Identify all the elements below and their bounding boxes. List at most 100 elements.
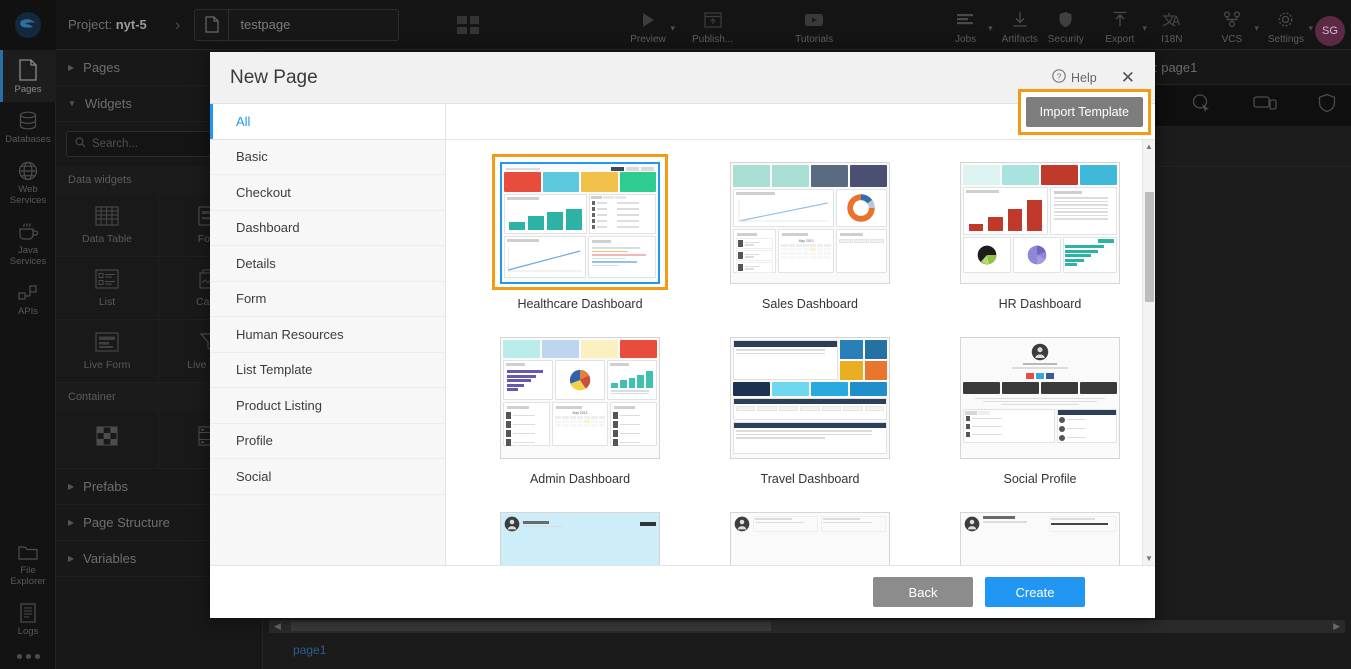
rail-item-databases[interactable]: Databases bbox=[0, 102, 56, 152]
help-button[interactable]: ? Help bbox=[1052, 69, 1097, 86]
rail-item-pages[interactable]: Pages bbox=[0, 50, 56, 102]
category-item-profile[interactable]: Profile bbox=[210, 424, 445, 459]
devices-icon[interactable] bbox=[1253, 94, 1277, 117]
template-vertical-scrollbar[interactable]: ▲ ▼ bbox=[1142, 140, 1155, 565]
project-name: nyt-5 bbox=[115, 17, 147, 32]
horizontal-scrollbar[interactable]: ◀ ▶ bbox=[269, 620, 1345, 633]
toolbar-item-tutorials[interactable]: Tutorials bbox=[790, 0, 838, 50]
toolbar-item-preview[interactable]: Preview ▾ bbox=[625, 0, 675, 50]
widget-grid[interactable] bbox=[56, 411, 159, 469]
category-item-checkout[interactable]: Checkout bbox=[210, 175, 445, 211]
section-pages[interactable]: ▶ Pages bbox=[56, 50, 262, 86]
category-item-social[interactable]: Social bbox=[210, 459, 445, 495]
page-tab-page1[interactable]: page1 bbox=[293, 643, 327, 657]
rail-item-file-explorer[interactable]: File Explorer bbox=[0, 535, 56, 594]
modal-footer: Back Create bbox=[210, 565, 1155, 618]
section-label-widgets: Widgets bbox=[84, 96, 132, 111]
page-chip[interactable]: testpage bbox=[194, 8, 400, 41]
thumb-admin: May 2013 bbox=[501, 338, 659, 458]
list-icon bbox=[95, 268, 119, 292]
rail-item-apis[interactable]: APIs bbox=[0, 274, 56, 324]
template-card-sales-dashboard[interactable]: May 2013 bbox=[710, 154, 910, 311]
template-card-partial-2[interactable] bbox=[710, 504, 910, 565]
toolbar-item-artifacts[interactable]: Artifacts bbox=[997, 0, 1043, 50]
toolbar-item-settings[interactable]: Settings ▾ bbox=[1263, 0, 1313, 50]
category-label: Form bbox=[236, 291, 267, 307]
category-item-product-listing[interactable]: Product Listing bbox=[210, 388, 445, 424]
category-item-all[interactable]: All bbox=[210, 104, 445, 140]
app-logo[interactable] bbox=[0, 0, 56, 50]
category-label: Details bbox=[236, 255, 276, 271]
widget-live-form[interactable]: Live Form bbox=[56, 320, 159, 383]
toolbar-item-publish[interactable]: Publish... bbox=[687, 0, 738, 50]
selector-icon[interactable] bbox=[1191, 93, 1213, 118]
category-item-dashboard[interactable]: Dashboard bbox=[210, 211, 445, 246]
template-card-social-profile[interactable]: Social Profile bbox=[940, 329, 1140, 486]
rail-label-file-explorer: File Explorer bbox=[10, 565, 46, 587]
thumb-partial-3 bbox=[961, 513, 1119, 565]
chevron-down-icon[interactable]: ▾ bbox=[670, 22, 675, 33]
database-icon bbox=[19, 111, 37, 130]
more-icon[interactable] bbox=[0, 644, 56, 663]
category-item-details[interactable]: Details bbox=[210, 246, 445, 282]
template-card-partial-1[interactable] bbox=[480, 504, 680, 565]
template-card-admin-dashboard[interactable]: May 2013 bbox=[480, 329, 680, 486]
rail-item-logs[interactable]: Logs bbox=[0, 594, 56, 644]
toolbar-label-settings: Settings bbox=[1267, 33, 1304, 45]
toolbar-item-jobs[interactable]: Jobs ▾ bbox=[943, 0, 993, 50]
category-item-basic[interactable]: Basic bbox=[210, 140, 445, 175]
template-card-travel-dashboard[interactable]: Travel Dashboard bbox=[710, 329, 910, 486]
toolbar-item-vcs[interactable]: VCS ▾ bbox=[1209, 0, 1259, 50]
back-button[interactable]: Back bbox=[873, 577, 973, 607]
chevron-down-icon[interactable]: ▾ bbox=[988, 22, 993, 33]
page-icon bbox=[19, 59, 37, 81]
template-name: Healthcare Dashboard bbox=[517, 297, 643, 311]
category-item-form[interactable]: Form bbox=[210, 282, 445, 317]
toolbar-label-jobs: Jobs bbox=[955, 33, 977, 45]
close-icon[interactable]: ✕ bbox=[1120, 68, 1135, 87]
modal-header: New Page ? Help ✕ bbox=[210, 52, 1155, 104]
section-label-prefabs: Prefabs bbox=[83, 479, 128, 494]
vscrollbar-thumb[interactable] bbox=[1145, 192, 1154, 302]
chevron-down-icon[interactable]: ▾ bbox=[1308, 22, 1313, 33]
shield-icon[interactable] bbox=[1317, 93, 1337, 118]
section-label-page-structure: Page Structure bbox=[83, 515, 170, 530]
rail-item-java-services[interactable]: Java Services bbox=[0, 213, 56, 274]
category-item-list-template[interactable]: List Template bbox=[210, 353, 445, 388]
scroll-down-arrow-icon[interactable]: ▼ bbox=[1145, 554, 1153, 563]
avatar[interactable]: SG bbox=[1315, 15, 1345, 46]
template-card-hr-dashboard[interactable]: HR Dashboard bbox=[940, 154, 1140, 311]
section-page-structure[interactable]: ▶ Page Structure bbox=[56, 505, 262, 541]
chevron-down-icon[interactable]: ▾ bbox=[1254, 22, 1259, 33]
toolbar-label-tutorials: Tutorials bbox=[795, 33, 834, 45]
breadcrumb-chevron-icon: › bbox=[174, 14, 181, 34]
scroll-right-arrow-icon[interactable]: ▶ bbox=[1333, 621, 1340, 631]
template-thumbnail bbox=[730, 337, 890, 459]
widget-list[interactable]: List bbox=[56, 257, 159, 320]
template-thumbnail bbox=[960, 162, 1120, 284]
scroll-left-arrow-icon[interactable]: ◀ bbox=[274, 621, 281, 631]
scroll-up-arrow-icon[interactable]: ▲ bbox=[1145, 142, 1153, 151]
rail-label-logs: Logs bbox=[17, 626, 39, 637]
widget-data-table[interactable]: Data Table bbox=[56, 194, 159, 257]
toolbar-item-export[interactable]: Export ▾ bbox=[1097, 0, 1147, 50]
toolbar-item-security[interactable]: Security bbox=[1043, 0, 1089, 50]
import-template-button[interactable]: Import Template bbox=[1025, 97, 1143, 127]
scrollbar-thumb[interactable] bbox=[291, 622, 771, 631]
question-circle-icon: ? bbox=[1052, 69, 1066, 86]
category-label: Basic bbox=[236, 149, 268, 165]
template-card-healthcare-dashboard[interactable]: Healthcare Dashboard bbox=[480, 154, 680, 311]
category-item-human-resources[interactable]: Human Resources bbox=[210, 317, 445, 353]
grid-view-button[interactable] bbox=[455, 14, 481, 36]
section-prefabs[interactable]: ▶ Prefabs bbox=[56, 469, 262, 505]
template-card-partial-3[interactable] bbox=[940, 504, 1140, 565]
category-label: Human Resources bbox=[236, 326, 344, 342]
chevron-down-icon[interactable]: ▾ bbox=[1142, 22, 1147, 33]
section-variables[interactable]: ▶ Variables bbox=[56, 541, 262, 577]
download-icon bbox=[1012, 9, 1028, 31]
rail-item-web-services[interactable]: Web Services bbox=[0, 152, 56, 213]
create-button[interactable]: Create bbox=[985, 577, 1085, 607]
help-label: Help bbox=[1071, 70, 1097, 85]
section-widgets[interactable]: ▼ Widgets bbox=[56, 86, 262, 122]
